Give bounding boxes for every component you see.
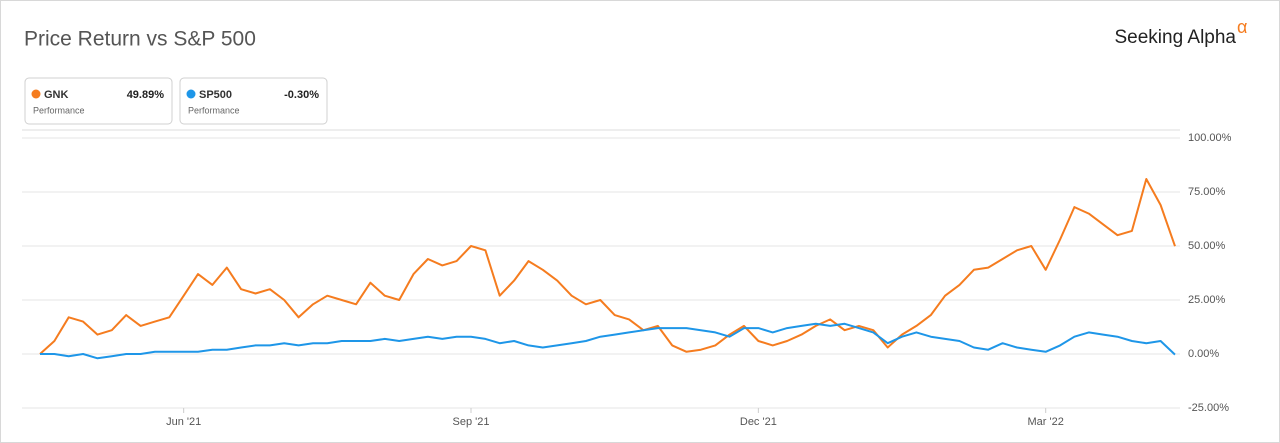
x-tick-label: Dec '21	[740, 416, 777, 428]
x-tick-label: Jun '21	[166, 416, 201, 428]
legend-name: SP500	[199, 89, 232, 101]
legend-caption: Performance	[188, 105, 240, 115]
series-line	[39, 178, 1176, 355]
legend-box	[179, 77, 328, 125]
x-tick-label: Sep '21	[453, 416, 490, 428]
y-tick-label: 50.00%	[1188, 240, 1226, 252]
legend-swatch	[186, 89, 196, 99]
legend-value: 49.89%	[127, 89, 165, 101]
legend-value: -0.30%	[284, 89, 319, 101]
y-tick-label: 75.00%	[1188, 186, 1226, 198]
y-tick-label: 25.00%	[1188, 294, 1226, 306]
chart-title: Price Return vs S&P 500	[24, 28, 256, 51]
series-line	[40, 322, 1176, 360]
legend-box	[24, 77, 173, 125]
legend-caption: Performance	[33, 105, 85, 115]
brand-mark: α	[1237, 17, 1247, 37]
y-tick-label: -25.00%	[1188, 402, 1229, 414]
y-tick-label: 0.00%	[1188, 348, 1219, 360]
x-tick-label: Mar '22	[1028, 416, 1064, 428]
legend-swatch	[31, 89, 41, 99]
y-tick-label: 100.00%	[1188, 132, 1232, 144]
legend-name: GNK	[44, 89, 69, 101]
brand: Seeking Alpha	[1115, 27, 1237, 48]
